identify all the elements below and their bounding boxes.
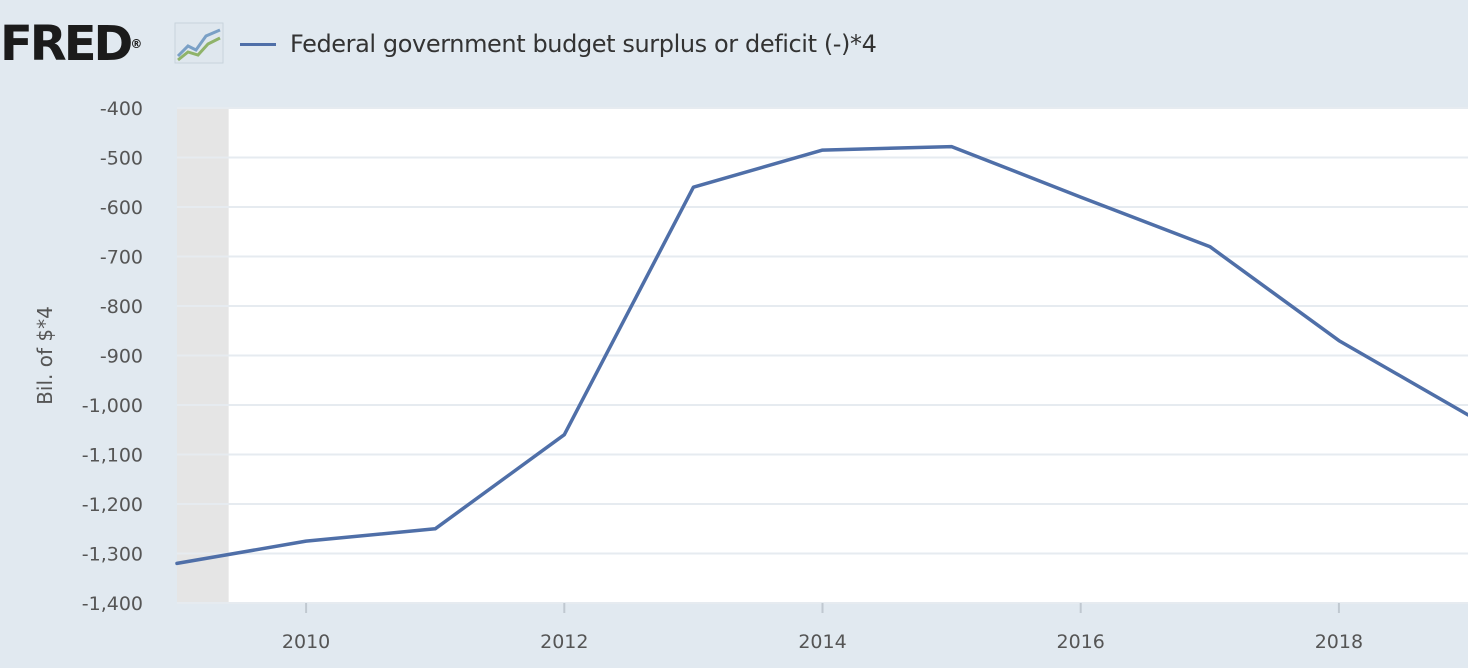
y-tick-label: -500	[100, 148, 143, 170]
series-line	[175, 144, 1468, 566]
legend-swatch	[240, 42, 276, 46]
fred-logo-text: FRED	[0, 16, 133, 72]
y-axis-title: Bil. of $*4	[33, 306, 57, 405]
y-tick-label: -1,300	[82, 544, 143, 566]
y-tick-label: -1,100	[82, 445, 143, 467]
y-tick-label: -900	[100, 346, 143, 368]
y-tick-label: -700	[100, 247, 143, 269]
y-tick-label: -1,400	[82, 593, 143, 615]
fred-logo: FRED®	[0, 14, 142, 74]
y-tick-label: -400	[100, 98, 143, 120]
y-tick-label: -600	[100, 197, 143, 219]
x-tick-label: 2018	[1315, 631, 1363, 653]
legend: Federal government budget surplus or def…	[240, 26, 877, 62]
y-tick-label: -800	[100, 296, 143, 318]
legend-label: Federal government budget surplus or def…	[290, 30, 877, 58]
chart-header: FRED® Federal government budget surplus …	[0, 0, 1468, 95]
x-tick-label: 2010	[282, 631, 330, 653]
y-tick-label: -1,000	[82, 395, 143, 417]
x-tick-label: 2016	[1057, 631, 1105, 653]
x-tick-label: 2014	[798, 631, 846, 653]
y-tick-label: -1,200	[82, 494, 143, 516]
chart-trend-icon	[174, 22, 224, 64]
x-tick-label: 2012	[540, 631, 588, 653]
fred-logo-mark: ®	[130, 37, 143, 51]
